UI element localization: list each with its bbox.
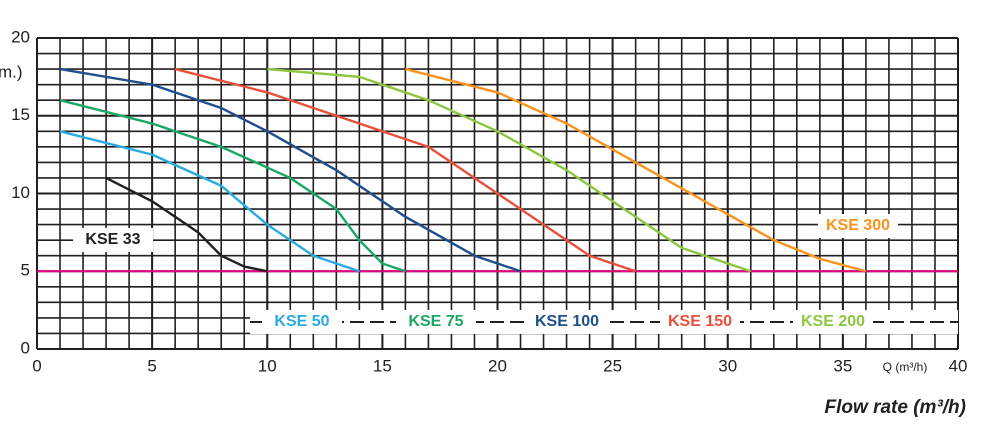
label-box xyxy=(527,310,607,334)
y-axis-label: m.) xyxy=(0,62,23,81)
curve xyxy=(405,67,867,273)
x-tick-label: 25 xyxy=(603,356,622,375)
curve xyxy=(59,67,521,273)
series-label: KSE 200 xyxy=(801,313,865,330)
x-tick-label: 0 xyxy=(32,356,41,375)
series-label: KSE 75 xyxy=(408,313,463,330)
curve xyxy=(59,130,360,273)
curve xyxy=(105,176,268,273)
label-box xyxy=(262,310,342,334)
y-tick-label: 20 xyxy=(11,27,30,46)
series-label: KSE 150 xyxy=(668,313,732,330)
x-tick-label: 20 xyxy=(488,356,507,375)
y-tick-label: 5 xyxy=(21,261,30,280)
label-box xyxy=(73,228,153,252)
series-label: KSE 100 xyxy=(535,313,599,330)
series-label: KSE 300 xyxy=(826,217,890,234)
series-label: KSE 50 xyxy=(274,313,329,330)
curve xyxy=(174,67,637,273)
label-box xyxy=(660,310,740,334)
x-tick-label: 10 xyxy=(258,356,277,375)
curve xyxy=(267,67,752,273)
label-box xyxy=(396,310,476,334)
series-label: KSE 33 xyxy=(85,231,140,248)
label-box xyxy=(793,310,873,334)
y-tick-label: 0 xyxy=(21,338,30,357)
y-tick-label: 15 xyxy=(11,105,30,124)
x-tick-label: 30 xyxy=(718,356,737,375)
x-unit-label: Q (m³/h) xyxy=(883,360,928,374)
x-tick-label: 15 xyxy=(373,356,392,375)
x-tick-label: 40 xyxy=(949,356,968,375)
label-box xyxy=(818,214,898,238)
y-tick-label: 10 xyxy=(11,183,30,202)
x-tick-label: 35 xyxy=(833,356,852,375)
x-tick-label: 5 xyxy=(147,356,156,375)
curve xyxy=(59,99,406,273)
x-axis-title: Flow rate (m³/h) xyxy=(825,397,966,418)
